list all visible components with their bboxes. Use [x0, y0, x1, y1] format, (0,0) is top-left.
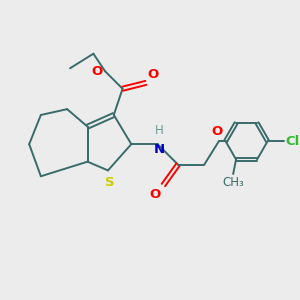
Text: O: O [147, 68, 159, 81]
Text: O: O [212, 125, 223, 138]
Text: CH₃: CH₃ [222, 176, 244, 189]
Text: Cl: Cl [285, 135, 299, 148]
Text: O: O [149, 188, 160, 201]
Text: H: H [155, 124, 164, 137]
Text: O: O [91, 65, 102, 78]
Text: S: S [105, 176, 114, 189]
Text: N: N [154, 143, 165, 156]
